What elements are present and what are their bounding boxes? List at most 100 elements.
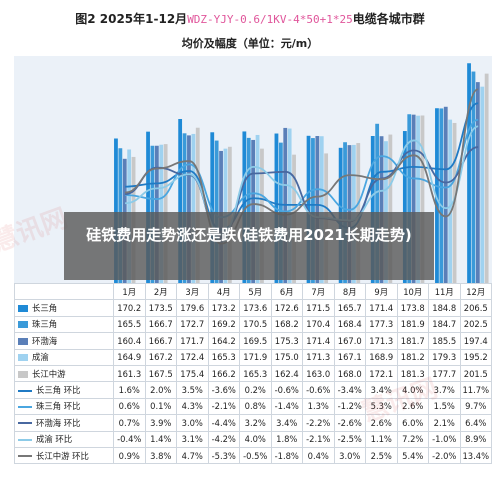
data-label-珠三角-5月: 170.5 xyxy=(239,315,272,334)
bar-长三角-12月 xyxy=(467,63,471,284)
data-label-环渤海-6月: 175.3 xyxy=(270,332,303,350)
legend-entry: 珠三角 环比 xyxy=(14,397,114,416)
data-label-成渝 环比-1月: -0.4% xyxy=(113,430,146,448)
data-label-长三角-2月: 173.5 xyxy=(144,299,177,317)
data-label-长三角-5月: 173.6 xyxy=(239,299,272,317)
data-label-长江中游 环比-6月: -1.8% xyxy=(270,446,303,465)
data-label-珠三角-9月: 177.3 xyxy=(365,315,398,334)
data-label-环渤海-3月: 171.7 xyxy=(176,332,209,350)
bar-环渤海-6月 xyxy=(283,127,288,284)
header-blank xyxy=(14,282,114,301)
legend-swatch xyxy=(18,337,28,345)
bar-环渤海-7月 xyxy=(315,136,320,284)
bar-长三角-3月 xyxy=(178,119,183,284)
legend-entry: 珠三角 xyxy=(14,315,114,334)
data-label-长三角 环比-12月: 11.7% xyxy=(459,381,492,399)
title-prefix: 图2 2025年1-12月 xyxy=(75,12,188,26)
data-table: 1月 2月 3月 4月 5月 6月 7月 8月 9月 10月 11月 12月 长三角 170.2 173.5… xyxy=(14,282,492,465)
data-label-环渤海-2月: 166.7 xyxy=(144,332,177,350)
data-label-环渤海 环比-8月: -2.6% xyxy=(333,414,366,432)
data-label-长三角-1月: 170.2 xyxy=(113,299,146,317)
data-label-成渝 环比-6月: 1.8% xyxy=(270,430,303,448)
tick-label-9月: 9月 xyxy=(365,282,398,301)
data-label-成渝-8月: 167.1 xyxy=(333,348,366,366)
table-row: 长三角 170.2 173.5 179.6 173.2 173.6 172.6 171.5 16… xyxy=(14,299,492,317)
data-label-成渝-7月: 171.3 xyxy=(302,348,335,366)
data-label-成渝-12月: 195.2 xyxy=(459,348,492,366)
tick-label-12月: 12月 xyxy=(459,282,492,301)
data-label-成渝-6月: 175.0 xyxy=(270,348,303,366)
data-label-长江中游-4月: 166.2 xyxy=(207,364,240,383)
table-row: 环渤海 环比 0.7% 3.9% 3.0% -4.4% 3.2% 3.4% -2.2% -2.6… xyxy=(14,414,492,432)
table-row: 长江中游 161.3 167.5 175.4 166.2 165.3 162.4 163.0 1… xyxy=(14,364,492,383)
data-label-珠三角 环比-7月: 1.3% xyxy=(302,397,335,416)
data-label-成渝-1月: 164.9 xyxy=(113,348,146,366)
legend-entry: 环渤海 环比 xyxy=(14,414,114,432)
bar-成渝-3月 xyxy=(191,133,196,284)
legend-entry: 长三角 xyxy=(14,299,114,317)
bar-珠三角-9月 xyxy=(375,123,380,284)
data-label-长江中游 环比-11月: -2.0% xyxy=(428,446,461,465)
bar-珠三角-12月 xyxy=(471,71,476,284)
legend-label: 成渝 xyxy=(32,352,49,363)
data-label-环渤海 环比-6月: 3.4% xyxy=(270,414,303,432)
legend-label: 长三角 xyxy=(32,303,58,314)
data-label-环渤海 环比-5月: 3.2% xyxy=(239,414,272,432)
data-label-长江中游 环比-12月: 13.4% xyxy=(459,446,492,465)
chart-title-line: 图2 2025年1-12月WDZ-YJY-0.6/1KV-4*50+1*25电缆… xyxy=(0,10,500,27)
data-label-珠三角-12月: 202.5 xyxy=(459,315,492,334)
title-code: WDZ-YJY-0.6/1KV-4*50+1*25 xyxy=(187,13,353,26)
table-row: 成渝 环比 -0.4% 1.4% 3.1% -4.2% 4.0% 1.8% -2.1% -2.5… xyxy=(14,430,492,448)
tick-label-10月: 10月 xyxy=(396,282,429,301)
data-label-环渤海-7月: 171.4 xyxy=(302,332,335,350)
line-长江中游 环比 xyxy=(124,88,479,245)
data-label-长三角-8月: 165.7 xyxy=(333,299,366,317)
chart-subtitle: 均价及幅度（单位：元/m） xyxy=(181,37,319,50)
data-label-长江中游-5月: 165.3 xyxy=(239,364,272,383)
data-label-环渤海-8月: 167.0 xyxy=(333,332,366,350)
data-label-成渝 环比-2月: 1.4% xyxy=(144,430,177,448)
data-label-成渝-10月: 181.2 xyxy=(396,348,429,366)
data-label-长江中游 环比-9月: 2.5% xyxy=(365,446,398,465)
legend-label: 长三角 环比 xyxy=(36,385,81,396)
bar-成渝-12月 xyxy=(480,86,485,284)
data-label-珠三角-6月: 168.2 xyxy=(270,315,303,334)
bar-长江中游-12月 xyxy=(484,73,489,284)
bar-珠三角-7月 xyxy=(311,138,315,284)
bar-环渤海-11月 xyxy=(443,106,448,284)
data-label-环渤海-1月: 160.4 xyxy=(113,332,146,350)
bar-珠三角-11月 xyxy=(439,108,444,284)
data-label-珠三角-1月: 165.5 xyxy=(113,315,146,334)
bar-环渤海-9月 xyxy=(379,136,384,284)
data-label-珠三角 环比-12月: 9.7% xyxy=(459,397,492,416)
table-row: 珠三角 165.5 166.7 172.7 169.2 170.5 168.2 170.4 16… xyxy=(14,315,492,334)
data-label-环渤海-11月: 185.5 xyxy=(428,332,461,350)
tick-label-7月: 7月 xyxy=(302,282,335,301)
legend-label: 珠三角 环比 xyxy=(36,401,81,412)
bar-环渤海-5月 xyxy=(251,139,256,284)
data-label-珠三角-10月: 181.9 xyxy=(396,315,429,334)
data-label-珠三角 环比-6月: -1.4% xyxy=(270,397,303,416)
legend-swatch xyxy=(18,370,28,378)
data-label-长三角 环比-1月: 1.6% xyxy=(113,381,146,399)
bar-长江中游-9月 xyxy=(388,134,393,284)
bar-成渝-5月 xyxy=(255,134,260,284)
data-label-成渝-11月: 179.3 xyxy=(428,348,461,366)
bar-珠三角-3月 xyxy=(182,133,187,284)
legend-swatch xyxy=(18,455,32,458)
legend-label: 环渤海 xyxy=(32,335,58,346)
tick-label-2月: 2月 xyxy=(144,282,177,301)
legend-swatch xyxy=(18,422,32,425)
data-label-环渤海 环比-7月: -2.2% xyxy=(302,414,335,432)
bar-长三角-9月 xyxy=(370,136,375,284)
legend-entry: 长江中游 xyxy=(14,364,114,383)
bar-珠三角-5月 xyxy=(246,137,251,284)
data-label-珠三角 环比-5月: 0.8% xyxy=(239,397,272,416)
bar-成渝-10月 xyxy=(416,115,420,284)
data-label-珠三角-4月: 169.2 xyxy=(207,315,240,334)
data-label-环渤海 环比-1月: 0.7% xyxy=(113,414,146,432)
data-label-长江中游 环比-8月: 3.0% xyxy=(333,446,366,465)
line-长三角 环比 xyxy=(125,102,479,231)
data-label-长江中游 环比-7月: 0.4% xyxy=(302,446,335,465)
data-label-长三角 环比-6月: -0.6% xyxy=(270,381,303,399)
